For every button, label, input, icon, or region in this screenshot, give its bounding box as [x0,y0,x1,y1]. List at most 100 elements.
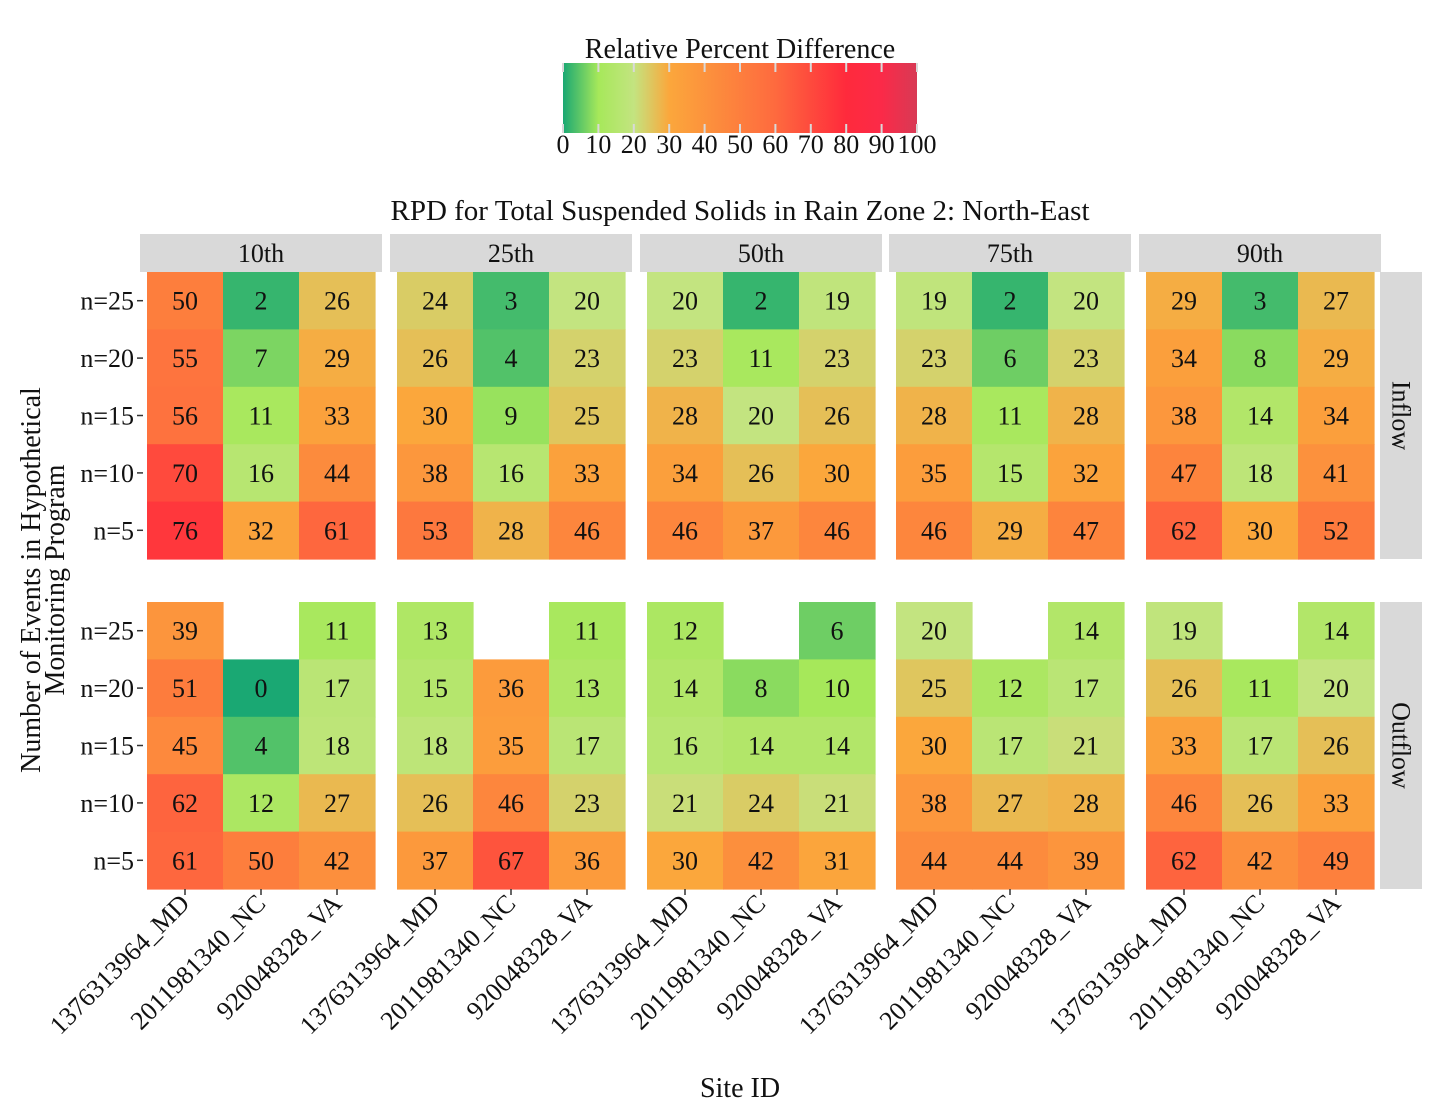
heatmap-cell [799,272,876,330]
y-tick-label: n=15 [80,732,134,761]
heatmap-cell [723,501,800,560]
y-tick-label: n=10 [80,789,134,818]
cell-value-label: 8 [1254,344,1267,373]
heatmap-cell [223,444,300,503]
heatmap-cell [473,329,550,388]
cell-value-label: 30 [1247,516,1273,545]
legend-tick-label: 10 [585,130,611,159]
heatmap-cell [647,329,724,388]
heatmap-panel: 13 11 15 36 13 18 35 17 26 46 23 37 67 36 [397,602,626,890]
cell-value-label: 3 [505,287,518,316]
heatmap-cell [972,659,1049,718]
cell-value-label: 14 [1073,617,1099,646]
cell-value-label: 15 [422,674,448,703]
cell-value-label: 29 [1171,287,1197,316]
heatmap-cell [723,659,800,718]
y-tick-label: n=5 [93,846,134,875]
heatmap-cell [397,602,474,660]
cell-value-label: 46 [1171,789,1197,818]
heatmap-panel: 12 6 14 8 10 16 14 14 21 24 21 30 42 31 [647,602,876,890]
heatmap-panel: 19 2 20 23 6 23 28 11 28 35 15 32 46 29 47 [896,272,1125,560]
heatmap-cell [1146,501,1223,560]
cell-value-label: 21 [1073,732,1099,761]
cell-value-label: 37 [422,846,448,875]
cell-value-label: 7 [255,344,268,373]
cell-value-label: 20 [748,402,774,431]
cell-value-label: 46 [574,516,600,545]
cell-value-label: 44 [997,846,1023,875]
cell-value-label: 33 [324,402,350,431]
x-axis-title: Site ID [700,1073,780,1104]
heatmap-cell [1222,501,1299,560]
cell-value-label: 20 [921,617,947,646]
cell-value-label: 20 [574,287,600,316]
cell-value-label: 45 [172,732,198,761]
cell-value-label: 29 [1323,344,1349,373]
heatmap-panel: 24 3 20 26 4 23 30 9 25 38 16 33 53 28 46 [397,272,626,560]
heatmap-cell [397,831,474,890]
heatmap-cell [1222,444,1299,503]
heatmap-cell [723,716,800,775]
heatmap-cell [896,329,973,388]
row-strip-label: Inflow [1387,381,1416,451]
heatmap-cell [1048,774,1125,833]
heatmap-cell [1146,329,1223,388]
cell-value-label: 17 [574,732,600,761]
heatmap-cell [549,716,626,775]
heatmap-cell [147,774,224,833]
cell-value-label: 28 [921,402,947,431]
cell-value-label: 11 [748,344,773,373]
cell-value-label: 14 [1247,402,1273,431]
heatmap-cell [223,272,300,330]
cell-value-label: 26 [748,459,774,488]
heatmap-cell [1298,501,1375,560]
cell-value-label: 38 [921,789,947,818]
heatmap-cell [896,659,973,718]
x-tick-label: 2011981340_NC [125,889,271,1035]
cell-value-label: 23 [574,344,600,373]
cell-value-label: 38 [422,459,448,488]
heatmap-cell [1146,774,1223,833]
heatmap-cell [1146,659,1223,718]
heatmap-cell [972,501,1049,560]
heatmap-cell [723,444,800,503]
cell-value-label: 28 [672,402,698,431]
heatmap-cell [972,386,1049,445]
cell-value-label: 11 [248,402,273,431]
column-strip-label: 10th [238,239,284,268]
chart-title: RPD for Total Suspended Solids in Rain Z… [390,195,1089,227]
cell-value-label: 49 [1323,846,1349,875]
cell-value-label: 33 [574,459,600,488]
cell-value-label: 53 [422,516,448,545]
cell-value-label: 36 [574,846,600,875]
heatmap-cell [147,272,224,330]
heatmap-cell [1222,716,1299,775]
cell-value-label: 27 [324,789,350,818]
legend-colorbar [563,63,917,133]
column-strip: 90th [1139,234,1381,272]
cell-value-label: 42 [1247,846,1273,875]
heatmap-cell [299,386,376,445]
y-tick-label: n=25 [80,287,134,316]
heatmap-cell [723,386,800,445]
cell-value-label: 24 [422,287,448,316]
cell-value-label: 28 [1073,402,1099,431]
cell-value-label: 11 [1247,674,1272,703]
cell-value-label: 13 [422,617,448,646]
heatmap-cell [1298,329,1375,388]
heatmap-cell [299,272,376,330]
cell-value-label: 33 [1171,732,1197,761]
cell-value-label: 11 [324,617,349,646]
heatmap-cell [147,386,224,445]
column-strip-background [640,234,882,272]
cell-value-label: 16 [672,732,698,761]
cell-value-label: 42 [324,846,350,875]
heatmap-cell [647,444,724,503]
heatmap-cell [549,329,626,388]
cell-value-label: 12 [672,617,698,646]
heatmap-cell [1222,831,1299,890]
heatmap-cell [896,272,973,330]
heatmap-cell [1222,329,1299,388]
heatmap-cell [549,659,626,718]
heatmap-cell [1048,329,1125,388]
